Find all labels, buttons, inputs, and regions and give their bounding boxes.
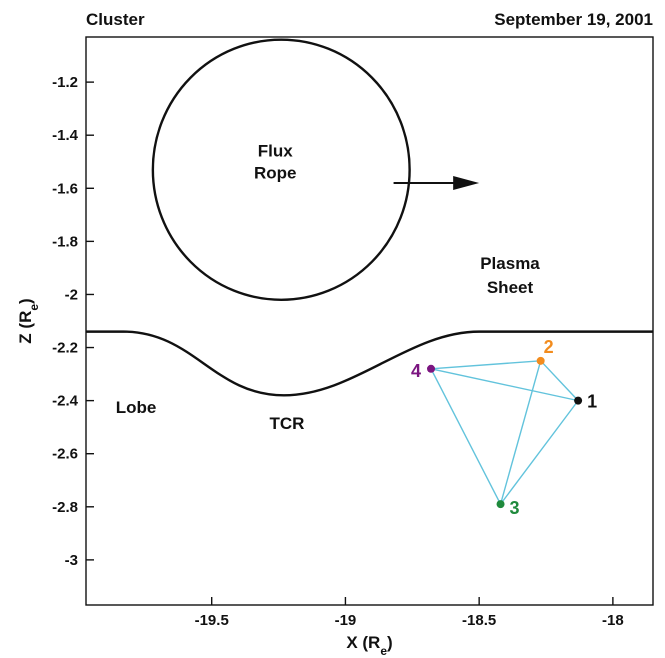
x-tick-label: -19 [335,612,357,629]
x-tick-label: -18 [602,612,624,629]
x-axis-label-close: ) [387,633,393,652]
flux-rope-label-line1: Flux [258,142,293,161]
spacecraft-2-label: 2 [544,337,554,357]
x-tick-label: -18.5 [462,612,496,629]
header-left-title: Cluster [86,10,145,29]
y-axis-label: Z (Re) [16,298,41,343]
y-tick-label: -2.6 [52,446,78,463]
tetrahedron-edge [540,360,579,402]
y-tick-label: -1.4 [52,127,79,144]
x-axis-label: X (Re) [346,633,392,658]
flux-rope-circle [151,38,411,301]
y-ticks: -1.2 -1.4 -1.6 -1.8 -2 -2.2 -2.4 -2.6 -2.8 -3 [52,74,94,569]
motion-arrow-head [453,175,480,190]
plot-frame [85,36,654,606]
y-tick-label: -3 [65,552,78,569]
y-tick-label: -1.2 [52,74,78,91]
y-tick-label: -2.2 [52,340,78,357]
boundary-curve [86,330,653,397]
tetrahedron-edge [430,360,541,370]
spacecraft-2-marker [536,356,545,365]
plot-area: -1.2 -1.4 -1.6 -1.8 -2 -2.2 -2.4 -2.6 -2.8 -3 -19… [52,36,654,629]
y-tick-label: -2 [65,286,78,303]
y-axis-label-close: ) [16,298,35,304]
tetrahedron-edge [430,368,502,505]
tetrahedron-edge [499,400,579,505]
x-axis-label-text: X (R [346,633,380,652]
y-tick-label: -2.8 [52,499,78,516]
x-ticks: -19.5 -19 -18.5 -18 [195,597,624,629]
spacecraft-3-label: 3 [510,498,520,518]
tetrahedron-edge [499,360,542,505]
tcr-label: TCR [270,414,305,433]
y-tick-label: -2.4 [52,393,79,410]
spacecraft-1-label: 1 [587,392,597,412]
spacecraft-4-marker [427,364,436,373]
spacecraft-tetrahedron [430,360,579,505]
tetrahedron-edge [430,368,579,402]
x-tick-label: -19.5 [195,612,229,629]
y-axis-label-text: Z (R [16,311,35,344]
y-tick-label: -1.6 [52,180,78,197]
flux-rope-label-line2: Rope [254,164,297,183]
y-axis-label-subscript: e [27,304,41,311]
lobe-label: Lobe [116,398,157,417]
header-right-date: September 19, 2001 [494,10,653,29]
spacecraft-4-label: 4 [411,361,421,381]
spacecraft-3-marker [496,500,505,509]
y-tick-label: -1.8 [52,233,78,250]
spacecraft-1-marker [574,396,583,405]
plasma-sheet-label-line1: Plasma [480,254,540,273]
spacecraft-markers: 1 2 3 4 [411,337,597,518]
plasma-sheet-label-line2: Sheet [487,278,534,297]
x-axis-label-subscript: e [380,644,387,658]
